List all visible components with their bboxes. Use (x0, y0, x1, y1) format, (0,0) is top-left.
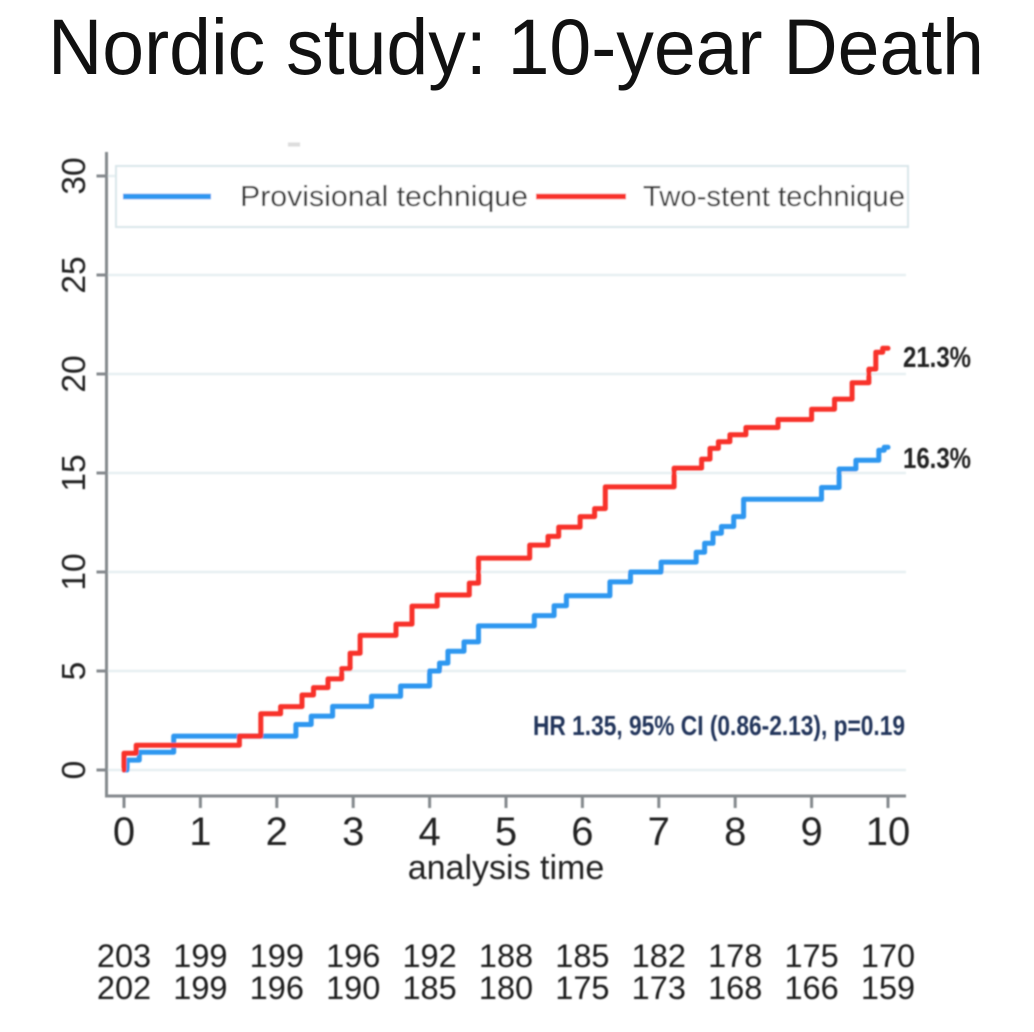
svg-text:168: 168 (708, 970, 762, 1006)
svg-text:0: 0 (56, 761, 93, 780)
svg-text:Nordic study: 10-year Death: Nordic study: 10-year Death (48, 2, 984, 91)
svg-text:175: 175 (555, 970, 609, 1006)
svg-text:5: 5 (495, 810, 517, 854)
svg-text:30: 30 (56, 157, 93, 194)
svg-text:196: 196 (326, 938, 380, 974)
svg-text:Two-stent technique: Two-stent technique (643, 181, 905, 213)
svg-text:185: 185 (555, 938, 609, 974)
svg-text:199: 199 (250, 938, 304, 974)
svg-text:15: 15 (56, 454, 93, 491)
svg-text:196: 196 (250, 970, 304, 1006)
svg-text:180: 180 (479, 970, 533, 1006)
svg-text:159: 159 (861, 970, 915, 1006)
svg-text:1: 1 (189, 810, 211, 854)
svg-text:188: 188 (479, 938, 533, 974)
svg-text:HR 1.35, 95% CI (0.86-2.13), p: HR 1.35, 95% CI (0.86-2.13), p=0.19 (533, 710, 905, 741)
svg-text:Provisional technique: Provisional technique (240, 181, 528, 213)
svg-text:16.3%: 16.3% (903, 443, 971, 475)
svg-text:192: 192 (402, 938, 456, 974)
svg-text:175: 175 (784, 938, 838, 974)
svg-text:5: 5 (56, 662, 93, 681)
svg-text:199: 199 (173, 970, 227, 1006)
svg-text:182: 182 (632, 938, 686, 974)
svg-text:analysis time: analysis time (408, 849, 605, 887)
svg-text:20: 20 (56, 355, 93, 392)
svg-text:25: 25 (56, 256, 93, 293)
svg-text:2: 2 (266, 810, 288, 854)
svg-text:173: 173 (632, 970, 686, 1006)
svg-text:10: 10 (56, 553, 93, 590)
svg-text:7: 7 (648, 810, 670, 854)
svg-text:21.3%: 21.3% (903, 342, 971, 374)
svg-text:170: 170 (861, 938, 915, 974)
svg-text:185: 185 (402, 970, 456, 1006)
svg-text:6: 6 (571, 810, 593, 854)
svg-text:8: 8 (724, 810, 746, 854)
svg-text:203: 203 (97, 938, 151, 974)
svg-text:166: 166 (784, 970, 838, 1006)
svg-text:190: 190 (326, 970, 380, 1006)
svg-text:202: 202 (97, 970, 151, 1006)
svg-text:0: 0 (113, 810, 135, 854)
svg-text:9: 9 (800, 810, 822, 854)
svg-text:10: 10 (866, 810, 911, 854)
svg-text:3: 3 (342, 810, 364, 854)
svg-text:4: 4 (418, 810, 440, 854)
svg-text:199: 199 (173, 938, 227, 974)
svg-text:178: 178 (708, 938, 762, 974)
